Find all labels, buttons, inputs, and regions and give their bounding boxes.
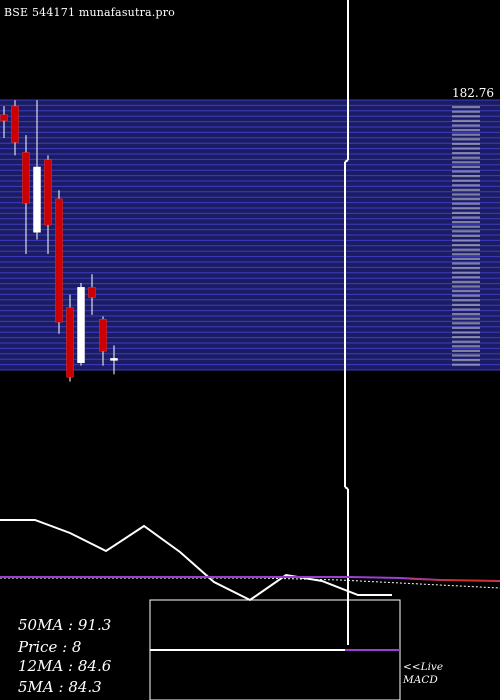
price-level-text-mark [452, 170, 480, 173]
price-level-text-mark [452, 165, 480, 168]
price-level-text-mark [452, 124, 480, 127]
price-level-text-mark [452, 248, 480, 251]
price-level-text-mark [452, 262, 480, 265]
price-level-text-mark [452, 216, 480, 219]
price-level-text-mark [452, 221, 480, 224]
candles [0, 100, 118, 382]
macd-label: MACD [403, 674, 438, 686]
price-label: Price : 8 [18, 638, 82, 656]
price-band [0, 99, 500, 371]
price-level-text-mark [452, 299, 480, 302]
price-level-text-mark [452, 234, 480, 237]
candle-body [88, 287, 96, 298]
price-level-text-mark [452, 138, 480, 141]
price-level-text-mark [452, 119, 480, 122]
price-level-text-mark [452, 294, 480, 297]
indicators [0, 0, 500, 645]
candle-body [77, 287, 85, 364]
candle-body [33, 166, 41, 233]
price-level-text-mark [452, 110, 480, 113]
price-level-text-mark [452, 322, 480, 325]
red-average-line [409, 578, 500, 582]
price-level-text-mark [452, 184, 480, 187]
price-level-text-mark [452, 147, 480, 150]
price-level-text-mark [452, 253, 480, 256]
candle-body [110, 358, 118, 361]
price-level-text-mark [452, 317, 480, 320]
candle-body [44, 159, 52, 226]
price-level-text-mark [452, 336, 480, 339]
price-level-text-mark [452, 115, 480, 118]
price-level-text-mark [452, 276, 480, 279]
price-level-text-mark [452, 225, 480, 228]
price-level-text-mark [452, 202, 480, 205]
candle-body [55, 198, 63, 323]
price-level-labels: 182.76 [452, 86, 494, 366]
candle-body [22, 152, 30, 204]
price-level-text-mark [452, 359, 480, 362]
price-level-text-mark [452, 188, 480, 191]
price-level-text-mark [452, 308, 480, 311]
candle-body [11, 105, 19, 143]
price-level-text-mark [452, 363, 480, 366]
price-level-text-mark [452, 340, 480, 343]
moving-average-line [0, 519, 392, 602]
candle-body [66, 307, 74, 378]
price-level-text-mark [452, 345, 480, 348]
price-level-text-mark [452, 326, 480, 329]
price-level-text-mark [452, 303, 480, 306]
chart-title: BSE 544171 munafasutra.pro [4, 6, 176, 19]
price-level-text-mark [452, 280, 480, 283]
price-level-text-mark [452, 211, 480, 214]
price-level-text-mark [452, 349, 480, 352]
price-level-text-mark [452, 207, 480, 210]
price-level-text-mark [452, 106, 480, 109]
price-level-text-mark [452, 244, 480, 247]
candle-body [99, 319, 107, 352]
price-level-text-mark [452, 142, 480, 145]
price-level-text-mark [452, 257, 480, 260]
vertical-marker-line [344, 159, 349, 163]
price-level-text-mark [452, 129, 480, 132]
price-level-text-mark [452, 354, 480, 357]
price-level-label: 182.76 [452, 86, 494, 100]
price-level-text-mark [452, 331, 480, 334]
ma12-label: 12MA : 84.6 [18, 657, 112, 675]
price-level-text-mark [452, 156, 480, 159]
price-level-text-mark [452, 161, 480, 164]
price-level-text-mark [452, 179, 480, 182]
vertical-marker-line [344, 486, 349, 490]
price-level-text-mark [452, 175, 480, 178]
price-level-text-mark [452, 313, 480, 316]
ma50-label: 50MA : 91.3 [18, 616, 112, 634]
price-level-text-mark [452, 193, 480, 196]
price-level-text-mark [452, 285, 480, 288]
price-level-text-mark [452, 152, 480, 155]
macd-panel [149, 599, 401, 700]
candle-body [0, 114, 8, 121]
live-label: <<Live [403, 661, 444, 673]
ma5-label: 5MA : 84.3 [18, 678, 102, 696]
price-level-text-mark [452, 198, 480, 201]
price-level-text-mark [452, 271, 480, 274]
price-level-text-mark [452, 133, 480, 136]
price-level-text-mark [452, 267, 480, 270]
price-level-text-mark [452, 230, 480, 233]
price-level-text-mark [452, 239, 480, 242]
price-level-text-mark [452, 290, 480, 293]
